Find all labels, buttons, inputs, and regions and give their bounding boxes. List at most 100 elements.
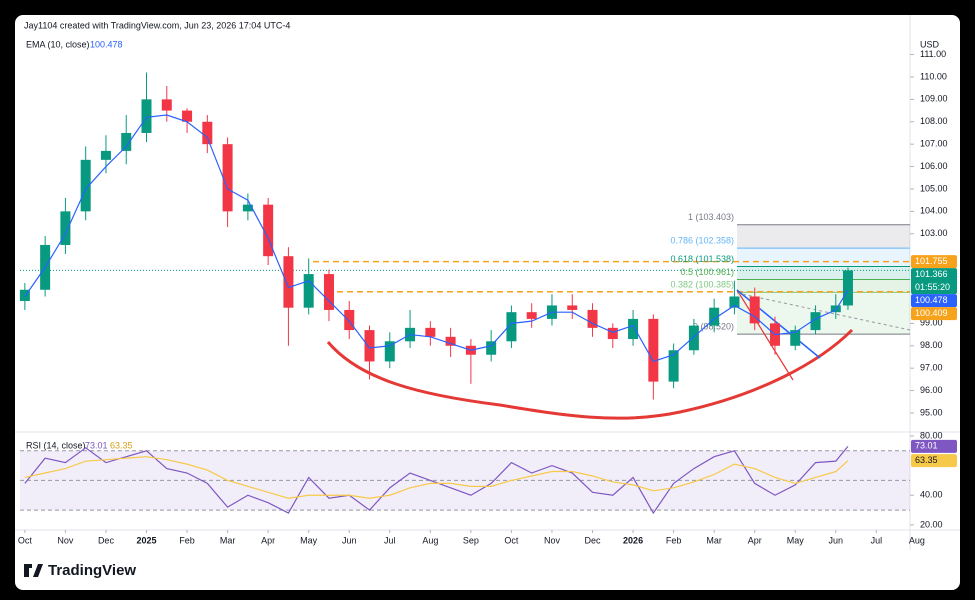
- x-tick-label: Dec: [585, 535, 602, 545]
- x-tick-label: Sep: [463, 535, 479, 545]
- candle-body: [709, 307, 720, 326]
- candle-body: [567, 305, 578, 310]
- price-badge: [911, 307, 957, 321]
- candle-body: [607, 327, 618, 340]
- x-tick-label: Dec: [98, 535, 115, 545]
- x-tick-label: May: [787, 535, 805, 545]
- candle-body: [384, 341, 395, 362]
- rsi-tick-label: 40.00: [920, 490, 943, 500]
- candle-body: [283, 256, 294, 308]
- price-badge: [911, 268, 957, 295]
- x-tick-label: Nov: [57, 535, 74, 545]
- x-tick-label: Jul: [384, 535, 396, 545]
- candle-body: [19, 289, 30, 301]
- x-tick-label: Aug: [422, 535, 438, 545]
- candle-body: [506, 312, 517, 342]
- x-tick-label: Apr: [748, 535, 762, 545]
- y-tick-label: 103.00: [920, 228, 948, 238]
- candle-body: [628, 318, 639, 340]
- price-badge: [911, 294, 957, 308]
- rsi-name: RSI (14, close): [26, 440, 86, 450]
- price-badge: [911, 255, 957, 269]
- candle-body: [648, 318, 659, 382]
- y-tick-label: 105.00: [920, 183, 948, 193]
- fib-label: 0.786 (102.358): [670, 236, 734, 246]
- candle-body: [526, 312, 537, 319]
- logo-icon: [24, 564, 43, 577]
- rsi-tick-label: 80.00: [920, 430, 943, 440]
- candle-body: [182, 110, 193, 122]
- candle-body: [323, 274, 334, 310]
- countdown: 01:55:20: [915, 282, 950, 292]
- candle-body: [222, 144, 233, 212]
- x-tick-label: Mar: [220, 535, 236, 545]
- x-tick-label: Jun: [829, 535, 844, 545]
- x-tick-label: May: [300, 535, 318, 545]
- rounded-bottom-curve: [326, 328, 854, 420]
- candle-body: [141, 99, 152, 133]
- candle-body: [668, 350, 679, 382]
- candle-body: [810, 312, 821, 331]
- attribution: Jay1104 created with TradingView.com, Ju…: [24, 20, 290, 30]
- y-tick-label: 110.00: [920, 71, 947, 81]
- y-tick-label: 106.00: [920, 161, 948, 171]
- x-tick-label: Jun: [342, 535, 357, 545]
- y-tick-label: 97.00: [920, 363, 943, 373]
- candle-body: [364, 330, 375, 362]
- rsi-badge-label: 63.35: [915, 455, 938, 465]
- candle-body: [445, 336, 456, 346]
- candle-body: [202, 121, 213, 145]
- y-tick-label: 107.00: [920, 139, 948, 149]
- fib-zone: [737, 266, 910, 280]
- y-tick-label: 111.00: [920, 49, 946, 59]
- y-tick-label: 109.00: [920, 94, 948, 104]
- rsi-ma-value: 63.35: [110, 440, 133, 450]
- y-tick-label: 96.00: [920, 385, 943, 395]
- candle-body: [80, 159, 91, 212]
- ema-line: [24, 114, 849, 363]
- y-tick-label: 98.00: [920, 340, 943, 350]
- x-tick-label: Feb: [179, 535, 195, 545]
- brand: TradingView: [48, 562, 136, 579]
- candle-body: [121, 132, 132, 151]
- rsi-badge: [911, 439, 957, 453]
- indicator-value: 100.478: [90, 39, 123, 49]
- x-tick-label: Aug: [909, 535, 925, 545]
- price-badge-label: 100.478: [915, 295, 948, 305]
- price-badge-label: 100.409: [915, 308, 948, 318]
- x-tick-label: Jul: [871, 535, 883, 545]
- candle-body: [303, 274, 314, 308]
- y-tick-label: 99.00: [920, 318, 943, 328]
- fib-zone: [737, 279, 910, 293]
- x-tick-label: Apr: [261, 535, 275, 545]
- panel: [15, 15, 960, 590]
- x-tick-label: Oct: [18, 535, 33, 545]
- x-tick-label: Mar: [706, 535, 722, 545]
- fib-label: 0 (98.520): [693, 321, 734, 331]
- price-badge-label: 101.755: [915, 256, 948, 266]
- y-tick-label: 108.00: [920, 116, 948, 126]
- indicator-name: EMA (10, close): [26, 39, 90, 49]
- candle-body: [263, 204, 274, 257]
- candle-body: [729, 296, 740, 308]
- rsi-line: [24, 456, 849, 499]
- candle-body: [749, 296, 760, 324]
- candle-body: [842, 270, 853, 306]
- rsi-value: 73.01: [85, 440, 108, 450]
- candle-body: [344, 309, 355, 331]
- rsi-badge-label: 73.01: [915, 441, 938, 451]
- fib-label: 0.382 (100.385): [670, 280, 734, 290]
- candle-body: [790, 330, 801, 346]
- currency: USD: [920, 39, 940, 49]
- fib-label: 0.5 (100.961): [680, 267, 734, 277]
- candle-body: [242, 204, 253, 212]
- fib-zone: [737, 248, 910, 267]
- candle-body: [161, 99, 172, 111]
- x-tick-label: 2025: [136, 535, 156, 545]
- candle-body: [587, 309, 598, 328]
- price-badge-label: 101.366: [915, 269, 948, 279]
- y-tick-label: 95.00: [920, 407, 943, 417]
- fib-label: 0.618 (101.538): [670, 254, 734, 264]
- rsi-badge: [911, 454, 957, 468]
